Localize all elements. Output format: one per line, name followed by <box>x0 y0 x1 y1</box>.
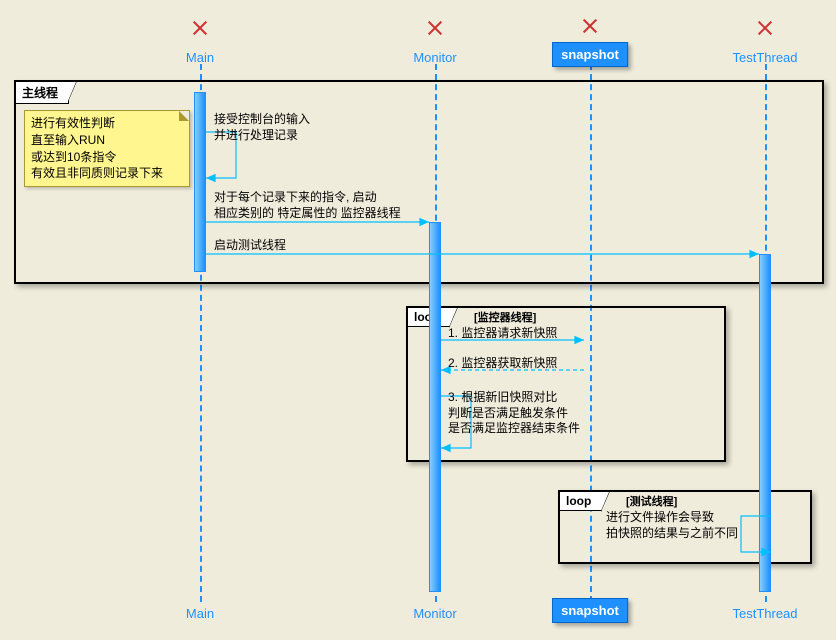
participant-label-main: Main <box>186 50 214 65</box>
message-text: 1. 监控器请求新快照 <box>448 326 557 342</box>
participant-label-test: TestThread <box>732 50 797 65</box>
activation-main <box>194 92 206 272</box>
frame-label: loop <box>559 491 602 511</box>
activation-monitor <box>429 222 441 592</box>
frame-label: 主线程 <box>15 81 69 104</box>
message-text: 2. 监控器获取新快照 <box>448 356 557 372</box>
activation-test <box>759 254 771 592</box>
participant-label-main-bottom: Main <box>186 606 214 621</box>
frame-condition: [测试线程] <box>626 493 677 509</box>
participant-box-snapshot: snapshot <box>552 42 628 67</box>
destroy-icon <box>192 20 208 36</box>
destroy-icon <box>427 20 443 36</box>
participant-label-monitor-bottom: Monitor <box>413 606 456 621</box>
message-text: 启动测试线程 <box>214 238 286 254</box>
frame-condition: [监控器线程] <box>474 309 536 325</box>
message-text: 进行文件操作会导致拍快照的结果与之前不同 <box>606 510 738 541</box>
message-text: 接受控制台的输入并进行处理记录 <box>214 112 310 143</box>
note: 进行有效性判断直至输入RUN或达到10条指令有效且非同质则记录下来 <box>24 110 190 187</box>
participant-box-snapshot-bottom: snapshot <box>552 598 628 623</box>
participant-label-monitor: Monitor <box>413 50 456 65</box>
destroy-icon <box>757 20 773 36</box>
message-text: 对于每个记录下来的指令, 启动相应类别的 特定属性的 监控器线程 <box>214 190 401 221</box>
participant-label-test-bottom: TestThread <box>732 606 797 621</box>
message-text: 3. 根据新旧快照对比判断是否满足触发条件是否满足监控器结束条件 <box>448 390 580 437</box>
destroy-icon <box>582 18 598 34</box>
